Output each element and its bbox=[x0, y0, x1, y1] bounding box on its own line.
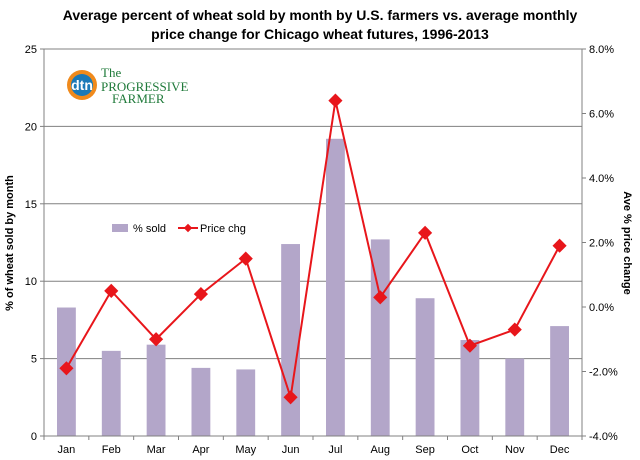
logo-badge-text: dtn bbox=[71, 77, 93, 93]
x-tick-label: Aug bbox=[370, 444, 390, 456]
logo-line-3: FARMER bbox=[112, 91, 165, 106]
legend-bar-swatch bbox=[112, 224, 128, 232]
bar bbox=[505, 358, 525, 436]
price-point bbox=[552, 238, 567, 253]
bar bbox=[550, 326, 569, 436]
bar bbox=[281, 244, 300, 436]
x-tick-label: Sep bbox=[415, 444, 435, 456]
bar bbox=[191, 367, 211, 436]
x-tick-label: May bbox=[235, 444, 256, 456]
x-tick-label: Nov bbox=[505, 444, 525, 456]
y-right-tick-label: 4.0% bbox=[589, 173, 614, 185]
x-tick-label: Apr bbox=[192, 444, 209, 456]
x-tick-label: Feb bbox=[102, 444, 121, 456]
legend-line-marker bbox=[183, 223, 193, 233]
y-axis-left-title: % of wheat sold by month bbox=[4, 175, 16, 311]
price-point bbox=[507, 322, 522, 337]
legend: % sold Price chg bbox=[112, 223, 246, 235]
bar bbox=[415, 298, 435, 436]
bar bbox=[326, 138, 345, 436]
price-point bbox=[373, 290, 388, 305]
y-right-tick-label: 2.0% bbox=[589, 238, 614, 250]
gridlines bbox=[44, 48, 582, 360]
x-tick-label: Mar bbox=[147, 444, 166, 456]
y-left-tick-label: 5 bbox=[31, 354, 37, 366]
y-left-tick-label: 10 bbox=[25, 276, 37, 288]
logo-line-1: The bbox=[101, 65, 121, 80]
price-point bbox=[59, 361, 74, 376]
line-series bbox=[59, 93, 567, 405]
y-right-tick-label: 0.0% bbox=[589, 302, 614, 314]
bar bbox=[460, 340, 480, 436]
legend-label-sold: % sold bbox=[133, 223, 166, 235]
x-tick-label: Oct bbox=[461, 444, 478, 456]
y-left-tick-label: 20 bbox=[25, 121, 37, 133]
y-right-tick-label: -2.0% bbox=[589, 367, 618, 379]
chart-title-line-1: Average percent of wheat sold by month b… bbox=[63, 7, 578, 23]
price-point bbox=[462, 338, 477, 353]
y-left-tick-label: 25 bbox=[25, 44, 37, 56]
chart-title-line-2: price change for Chicago wheat futures, … bbox=[151, 26, 489, 42]
axes: 0 5 10 15 20 25 -4.0% -2.0% 0.0% 2.0% 4.0% 6.0% 8.0%… bbox=[25, 44, 618, 456]
price-point bbox=[149, 332, 164, 347]
x-tick-label: Dec bbox=[550, 444, 570, 456]
y-axis-right-title: Ave % price change bbox=[621, 191, 633, 295]
dtn-progressive-farmer-logo: dtn The PROGRESSIVE FARMER bbox=[67, 65, 188, 106]
legend-label-price: Price chg bbox=[200, 223, 246, 235]
bar-series bbox=[57, 138, 569, 436]
price-point bbox=[328, 93, 343, 108]
y-right-tick-label: 6.0% bbox=[589, 109, 614, 121]
bar bbox=[236, 369, 256, 436]
price-point bbox=[238, 251, 253, 266]
price-point bbox=[104, 283, 119, 298]
x-tick-label: Jun bbox=[282, 444, 300, 456]
x-tick-label: Jan bbox=[58, 444, 76, 456]
x-tick-label: Jul bbox=[328, 444, 342, 456]
bar bbox=[101, 350, 121, 436]
y-left-tick-label: 15 bbox=[25, 199, 37, 211]
price-line bbox=[65, 100, 561, 398]
price-point bbox=[283, 390, 298, 405]
price-point bbox=[193, 287, 208, 302]
logo-badge-inner bbox=[71, 74, 93, 96]
y-left-tick-label: 0 bbox=[31, 431, 37, 443]
bar bbox=[370, 239, 390, 436]
logo-line-2: PROGRESSIVE bbox=[101, 79, 188, 94]
price-point bbox=[418, 225, 433, 240]
y-right-tick-label: 8.0% bbox=[589, 44, 614, 56]
y-right-tick-label: -4.0% bbox=[589, 431, 618, 443]
bar bbox=[146, 344, 166, 436]
